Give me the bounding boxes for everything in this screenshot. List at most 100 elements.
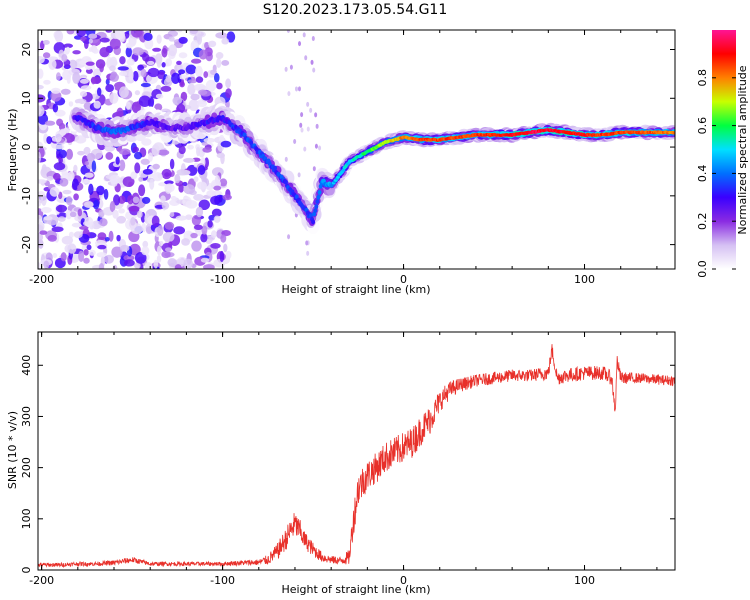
noise-blob: [300, 112, 304, 118]
noise-blob: [54, 30, 64, 43]
noise-blob: [118, 86, 129, 98]
noise-blob: [220, 234, 227, 243]
noise-blob: [88, 183, 94, 196]
noise-blob: [59, 178, 69, 187]
snr-series-line: [38, 344, 675, 569]
noise-blob: [62, 189, 72, 195]
noise-blob: [74, 98, 87, 105]
noise-blob: [44, 120, 56, 126]
noise-blob: [183, 258, 193, 269]
noise-blob: [140, 68, 147, 78]
snr-xtick-label: -100: [210, 574, 235, 587]
noise-blob: [210, 195, 221, 205]
noise-blob: [152, 47, 162, 52]
colorbar-ticks: 0.0 0.2 0.4 0.6 0.8: [696, 69, 736, 278]
noise-blob: [126, 58, 135, 66]
noise-blob: [53, 162, 66, 171]
noise-blob: [46, 175, 54, 181]
noise-blob: [38, 68, 44, 79]
noise-blob: [198, 89, 208, 96]
noise-blob: [116, 215, 127, 224]
noise-blob: [49, 186, 60, 197]
noise-blob: [108, 230, 114, 242]
noise-blob: [208, 40, 217, 48]
noise-blob: [132, 196, 140, 204]
noise-blob: [310, 59, 314, 65]
noise-blob: [86, 244, 92, 251]
noise-blob: [109, 38, 121, 50]
noise-blob: [48, 58, 57, 70]
noise-blob: [182, 181, 188, 187]
noise-blob: [218, 194, 223, 203]
noise-blob: [181, 238, 190, 246]
noise-blob: [191, 240, 202, 252]
noise-blob: [157, 149, 170, 156]
spectrogram-ytick-label: 10: [20, 91, 33, 105]
noise-blob: [128, 181, 133, 187]
noise-blob: [92, 199, 100, 210]
noise-blob: [99, 218, 108, 227]
noise-blob: [179, 81, 185, 88]
noise-blob: [128, 69, 134, 82]
noise-blob: [222, 194, 232, 201]
spectrogram-frame: [37, 29, 676, 270]
noise-blob: [287, 91, 291, 97]
noise-blob: [178, 36, 188, 44]
noise-blob: [304, 55, 308, 61]
noise-blob: [97, 244, 107, 250]
noise-blob: [175, 215, 188, 221]
noise-blob: [191, 214, 202, 226]
noise-blob: [162, 231, 175, 243]
noise-blob: [58, 156, 63, 165]
noise-blob: [61, 54, 68, 62]
noise-blob: [141, 246, 150, 256]
noise-blob: [168, 241, 173, 248]
noise-blob: [297, 172, 301, 178]
noise-blob: [197, 181, 207, 190]
noise-blob: [306, 250, 310, 256]
ridge-mark: [317, 190, 322, 195]
noise-blob: [38, 224, 44, 232]
noise-blob: [169, 211, 175, 217]
noise-blob: [176, 30, 183, 33]
snr-xtick-label: 100: [574, 574, 595, 587]
noise-blob: [157, 71, 166, 80]
noise-blob: [145, 226, 153, 235]
noise-blob: [190, 58, 202, 64]
noise-blob: [161, 250, 171, 259]
snr-ytick-label: 100: [20, 508, 33, 529]
noise-blob: [115, 30, 125, 40]
spectrogram-image: [38, 30, 675, 269]
noise-blob: [214, 175, 221, 185]
noise-blob: [72, 50, 81, 55]
noise-blob: [149, 178, 155, 190]
snr-ytick-label: 200: [20, 457, 33, 478]
noise-blob: [132, 70, 139, 82]
noise-blob: [133, 151, 143, 160]
noise-blob: [204, 157, 209, 169]
noise-blob: [174, 173, 181, 184]
noise-blob: [43, 79, 51, 85]
noise-blob: [66, 30, 75, 35]
noise-blob: [151, 215, 160, 227]
noise-blob: [94, 239, 107, 247]
noise-blob: [294, 86, 298, 92]
noise-blob: [157, 225, 164, 237]
noise-blob: [203, 264, 215, 269]
noise-blob: [97, 232, 107, 241]
spectrogram-xlabel: Height of straight line (km): [281, 283, 430, 296]
spectrogram-ytick-label: -10: [20, 187, 33, 205]
noise-blob: [83, 249, 89, 256]
noise-blob: [109, 92, 119, 104]
noise-blob: [293, 139, 297, 145]
noise-blob: [43, 215, 53, 221]
noise-blob: [144, 263, 152, 269]
noise-blob: [213, 72, 220, 83]
noise-blob: [47, 56, 59, 61]
noise-blob: [76, 30, 87, 37]
ridge-mark: [283, 179, 288, 185]
noise-blob: [109, 65, 116, 72]
noise-blob: [178, 52, 188, 59]
noise-blob: [156, 57, 162, 68]
